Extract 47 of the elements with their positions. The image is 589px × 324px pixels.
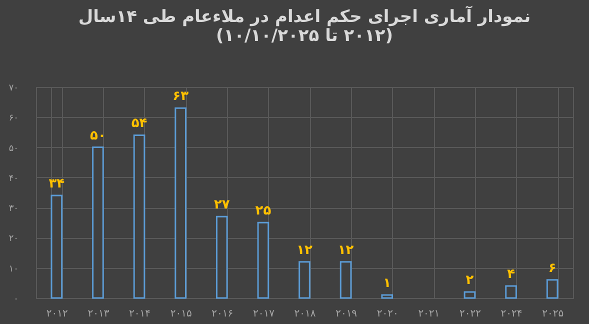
data-label: ۶ <box>548 260 556 276</box>
bar <box>464 291 476 299</box>
x-tick-label: ۲۰۱۴ <box>129 308 151 320</box>
y-tick-label: ۲۰ <box>8 234 18 244</box>
x-tick-label: ۲۰۱۷ <box>252 308 276 320</box>
y-tick-label: ۵۰ <box>8 144 18 154</box>
chart-title: نمودار آماری اجرای حکم اعدام در ملاءعام طی ۱۴سال <box>78 5 531 27</box>
data-label: ۶۳ <box>172 89 189 104</box>
x-tick-label: ۲۰۱۳ <box>88 308 110 320</box>
bar <box>216 216 228 299</box>
data-label: ۱ <box>383 276 392 291</box>
x-tick-label: ۲۰۱۶ <box>212 308 234 320</box>
data-label: ۴ <box>507 266 516 282</box>
y-tick-label: ۶۰ <box>8 114 18 124</box>
data-label: ۱۲ <box>338 242 354 258</box>
data-label: ۲۵ <box>255 204 272 219</box>
bar <box>340 261 352 299</box>
bar <box>50 194 63 299</box>
data-label: ۲ <box>466 272 474 288</box>
bar <box>546 279 558 299</box>
y-tick-label: ۳۰ <box>8 204 18 214</box>
y-tick-label: ۰ <box>14 294 18 304</box>
bar <box>381 294 394 299</box>
data-label: ۵۰ <box>90 128 106 144</box>
y-tick-label: ۴۰ <box>8 174 18 184</box>
bar <box>298 261 310 299</box>
y-tick-label: ۱۰ <box>8 264 18 274</box>
x-tick-label: ۲۰۱۹ <box>336 308 358 320</box>
data-label: ۱۲ <box>296 242 312 258</box>
x-tick-label: ۲۰۲۲ <box>459 308 481 320</box>
data-label: ۲۷ <box>214 198 230 213</box>
bar <box>92 146 104 299</box>
x-tick-label: ۲۰۲۰ <box>376 308 398 320</box>
x-tick-label: ۲۰۱۸ <box>294 308 316 320</box>
chart-subtitle: (۲۰۱۲ تا ۱۰/۱۰/۲۰۲۵) <box>216 26 394 46</box>
bar <box>505 285 517 299</box>
x-tick-label: ۲۰۱۲ <box>46 308 68 320</box>
x-tick-label: ۲۰۱۵ <box>170 308 192 320</box>
y-tick-label: ۷۰ <box>8 84 18 94</box>
bar <box>133 134 146 299</box>
x-tick-label: ۲۰۲۵ <box>542 308 564 320</box>
bar <box>174 107 186 299</box>
x-tick-label: ۲۰۲۴ <box>500 308 522 320</box>
x-tick-label: ۲۰۲۱ <box>418 308 440 320</box>
data-label: ۵۴ <box>131 116 148 132</box>
data-label: ۳۴ <box>48 176 65 192</box>
bar <box>257 222 270 299</box>
